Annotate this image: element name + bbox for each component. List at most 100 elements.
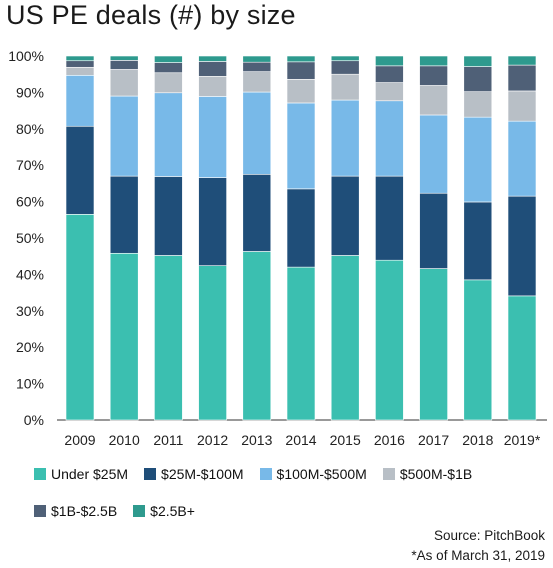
bar-segment xyxy=(109,55,139,61)
bar-segment xyxy=(109,95,139,177)
bar-segment xyxy=(330,255,360,421)
legend: Under $25M $25M-$100M $100M-$500M $500M-$1B… xyxy=(34,464,549,538)
bar-segment xyxy=(463,91,493,118)
legend-swatch xyxy=(133,505,146,517)
bar-segment xyxy=(286,266,316,421)
bar-segment xyxy=(286,55,316,63)
bar-segment xyxy=(198,55,227,62)
bar-segment xyxy=(286,188,316,268)
y-tick-label: 40% xyxy=(16,266,44,282)
bar-segment xyxy=(65,74,95,127)
bar-segment xyxy=(419,65,448,86)
legend-row: $1B-$2.5B $2.5B+ xyxy=(34,501,549,521)
bar-segment xyxy=(109,60,139,70)
x-tick-label: 2017 xyxy=(418,432,449,448)
bar-segment xyxy=(419,55,448,67)
bar-segment xyxy=(507,90,537,122)
bar-segment xyxy=(507,195,537,297)
x-tick-label: 2016 xyxy=(374,432,405,448)
y-tick-label: 30% xyxy=(16,303,44,319)
bars-group xyxy=(65,55,537,421)
legend-label: $25M-$100M xyxy=(161,466,244,482)
x-tick-label: 2014 xyxy=(285,432,316,448)
bar-segment xyxy=(286,102,316,190)
bar-segment xyxy=(65,66,95,76)
bar-segment xyxy=(375,100,404,177)
y-tick-label: 80% xyxy=(16,121,44,137)
legend-swatch xyxy=(382,468,395,480)
bar-segment xyxy=(242,71,272,93)
y-tick-label: 20% xyxy=(16,339,44,355)
y-tick-label: 90% xyxy=(16,84,44,100)
bar-segment xyxy=(286,61,316,80)
bar-segment xyxy=(419,268,448,421)
legend-swatch xyxy=(34,505,46,517)
bar-segment xyxy=(65,214,95,421)
bar-segment xyxy=(154,55,183,63)
x-tick-label: 2012 xyxy=(197,432,228,448)
bar-segment xyxy=(198,96,227,178)
bar-segment xyxy=(109,69,139,97)
y-tick-label: 50% xyxy=(16,230,44,246)
bar-segment xyxy=(507,55,537,66)
bar-segment xyxy=(154,255,183,421)
y-tick-label: 10% xyxy=(16,376,44,392)
bar-segment xyxy=(463,201,493,281)
bar-segment xyxy=(375,65,404,83)
legend-label: $500M-$1B xyxy=(399,466,473,482)
legend-swatch xyxy=(34,468,46,480)
source-note: Source: PitchBook *As of March 31, 2019 xyxy=(411,526,545,566)
y-tick-label: 0% xyxy=(24,412,44,428)
x-tick-label: 2018 xyxy=(462,432,493,448)
bar-segment xyxy=(198,76,227,97)
bar-segment xyxy=(109,175,139,254)
bar-segment xyxy=(109,252,139,421)
bar-segment xyxy=(375,82,404,102)
x-axis: 2009 2010 2011 2012 2013 2014 2015 2016 2017 2018… xyxy=(64,432,540,448)
bar-segment xyxy=(330,99,360,177)
y-axis: 0% 10% 20% 30% 40% 50% 60% 70% 80% 90% 100% xyxy=(8,48,44,428)
bar-segment xyxy=(242,91,272,175)
bar-segment xyxy=(375,55,404,67)
source-line: Source: PitchBook xyxy=(433,528,545,543)
x-tick-label: 2009 xyxy=(64,432,95,448)
legend-row: Under $25M $25M-$100M $100M-$500M $500M-$1B xyxy=(34,464,549,484)
legend-label: $100M-$500M xyxy=(276,466,367,482)
bar-segment xyxy=(419,85,448,116)
y-tick-label: 100% xyxy=(8,48,44,64)
bar-segment xyxy=(330,175,360,256)
bar-segment xyxy=(419,114,448,194)
bar-segment xyxy=(330,55,360,62)
x-tick-label: 2015 xyxy=(330,432,361,448)
y-tick-label: 70% xyxy=(16,157,44,173)
bar-segment xyxy=(507,295,537,421)
legend-swatch xyxy=(259,468,272,480)
bar-segment xyxy=(242,61,272,72)
bar-segment xyxy=(198,177,227,266)
bar-segment xyxy=(242,55,272,63)
y-tick-label: 60% xyxy=(16,194,44,210)
legend-swatch xyxy=(144,468,157,480)
legend-label: $1B-$2.5B xyxy=(51,503,118,519)
bar-segment xyxy=(154,176,183,256)
bar-segment xyxy=(286,78,316,104)
bar-segment xyxy=(154,72,183,94)
bar-segment xyxy=(463,66,493,92)
bar-segment xyxy=(65,125,95,215)
bar-segment xyxy=(419,192,448,269)
bar-segment xyxy=(242,251,272,421)
legend-item: $1B-$2.5B xyxy=(34,503,117,519)
bar-segment xyxy=(330,73,360,101)
legend-item: Under $25M xyxy=(34,466,128,482)
legend-label: $2.5B+ xyxy=(150,503,195,519)
bar-segment xyxy=(198,265,227,421)
bar-segment xyxy=(507,64,537,92)
bar-segment xyxy=(375,259,404,421)
bar-segment xyxy=(65,55,95,62)
chart-title: US PE deals (#) by size xyxy=(6,0,296,30)
x-tick-label: 2019* xyxy=(504,432,541,448)
bar-segment xyxy=(198,61,227,77)
bar-segment xyxy=(507,120,537,197)
legend-item: $500M-$1B xyxy=(382,466,473,482)
legend-item: $100M-$500M xyxy=(259,466,367,482)
